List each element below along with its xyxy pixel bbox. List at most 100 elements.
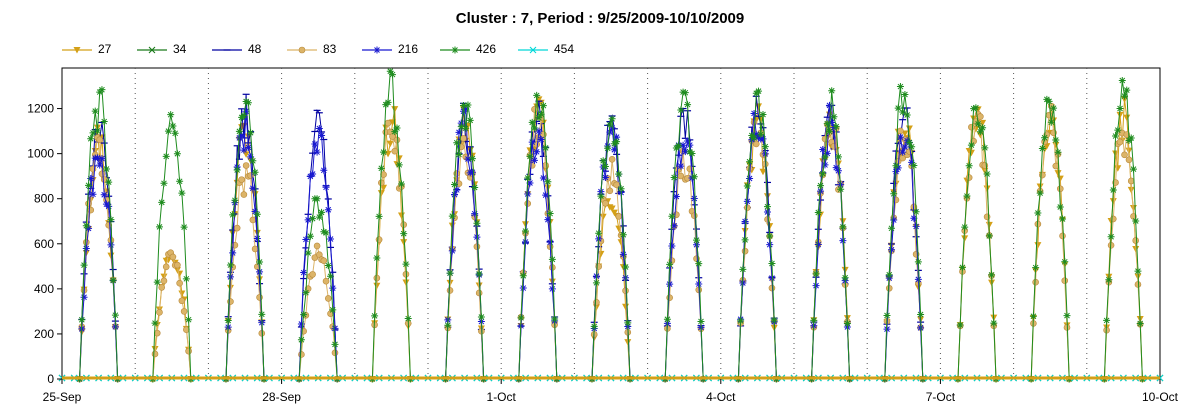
data-point: [395, 161, 403, 169]
data-point: [85, 200, 92, 207]
data-point: [311, 140, 319, 148]
data-point: [1056, 185, 1064, 193]
data-point: [521, 238, 529, 246]
data-point: [313, 148, 321, 156]
data-point: [812, 282, 820, 290]
data-point: [180, 223, 188, 231]
data-point: [251, 245, 259, 253]
data-point: [1032, 278, 1039, 286]
data-point: [670, 222, 678, 230]
data-point: [968, 123, 975, 131]
data-point: [905, 138, 913, 146]
data-point: [389, 71, 397, 79]
data-point: [111, 311, 119, 319]
data-point: [535, 114, 543, 122]
data-point: [690, 212, 698, 220]
data-point: [1109, 198, 1117, 205]
data-point: [965, 162, 973, 170]
data-point: [320, 166, 328, 174]
data-point: [400, 230, 408, 238]
data-point: [601, 174, 609, 182]
data-point: [608, 124, 616, 132]
data-point: [1103, 316, 1111, 324]
data-point: [615, 170, 623, 178]
legend-label: 34: [173, 42, 187, 56]
legend-swatch: [287, 46, 317, 54]
data-point: [302, 235, 310, 243]
data-point: [834, 167, 842, 175]
data-point: [677, 106, 685, 114]
data-point: [226, 284, 234, 292]
data-point: [533, 91, 541, 99]
data-point: [908, 158, 916, 166]
data-point: [457, 123, 465, 131]
data-point: [233, 224, 241, 232]
data-point: [105, 178, 113, 186]
data-point: [544, 178, 552, 186]
data-point: [608, 205, 616, 213]
data-point: [448, 212, 456, 220]
data-point: [1127, 134, 1135, 142]
data-point: [970, 115, 978, 122]
data-point: [901, 143, 909, 151]
data-point: [459, 101, 467, 109]
data-point: [825, 101, 833, 109]
data-point: [1123, 114, 1131, 122]
data-point: [297, 336, 305, 344]
data-point: [912, 222, 920, 230]
data-point: [535, 127, 543, 135]
data-point: [892, 162, 900, 170]
data-point: [544, 216, 552, 224]
data-point: [746, 175, 754, 183]
data-point: [244, 99, 252, 107]
data-point: [1112, 132, 1120, 140]
data-point: [1034, 209, 1042, 217]
data-point: [375, 212, 383, 220]
data-point: [673, 211, 680, 219]
data-point: [690, 173, 698, 181]
data-point: [240, 111, 248, 119]
data-point: [908, 143, 916, 151]
data-point: [1125, 156, 1133, 164]
data-point: [910, 162, 918, 170]
data-point: [741, 236, 749, 244]
data-point: [1123, 86, 1131, 94]
data-point: [240, 146, 248, 154]
data-point: [903, 111, 911, 119]
data-point: [1045, 97, 1053, 105]
data-point: [542, 162, 549, 169]
data-point: [613, 133, 621, 141]
data-point: [1132, 217, 1140, 225]
data-point: [810, 316, 818, 324]
data-point: [464, 101, 472, 109]
data-point: [320, 228, 328, 236]
x-tick-label: 4-Oct: [706, 390, 736, 404]
data-point: [378, 179, 385, 187]
data-point: [548, 255, 556, 263]
data-point: [977, 113, 984, 120]
axes: 0 200 400 600 800 1000 1200 25-Sep 28-Sep 1-Oct 4-…: [27, 102, 1178, 404]
data-point: [679, 141, 687, 149]
data-point: [324, 206, 332, 214]
data-point: [894, 104, 902, 112]
data-point: [537, 135, 545, 143]
data-point: [1039, 171, 1046, 179]
data-point: [681, 89, 689, 97]
legend-marker: [451, 46, 459, 54]
y-tick-label: 1200: [27, 102, 54, 116]
legend-swatch: [440, 46, 470, 54]
data-point: [80, 293, 88, 301]
data-point: [606, 187, 614, 195]
data-point: [391, 106, 399, 113]
data-point: [967, 149, 975, 157]
data-point: [102, 165, 110, 173]
data-point: [608, 115, 616, 123]
data-point: [832, 164, 840, 172]
y-tick-label: 400: [34, 282, 54, 296]
data-point: [162, 152, 170, 160]
data-point: [597, 250, 605, 258]
data-point: [91, 107, 99, 115]
data-point: [1063, 312, 1071, 320]
data-point: [828, 119, 836, 127]
data-point: [617, 185, 625, 193]
